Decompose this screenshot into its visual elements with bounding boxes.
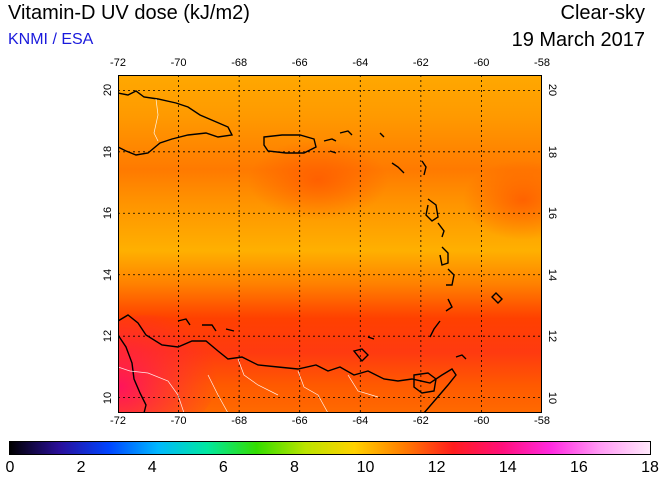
colorbar-tick-label: 12 bbox=[427, 459, 446, 476]
latitude-tick-label: 20 bbox=[546, 84, 558, 97]
longitude-tick-label: -62 bbox=[412, 415, 429, 427]
latitude-tick-label: 20 bbox=[102, 84, 114, 97]
colorbar-tick-label: 18 bbox=[641, 459, 659, 476]
longitude-tick-label: -62 bbox=[412, 57, 429, 69]
longitude-tick-label: -68 bbox=[231, 57, 248, 69]
colorbar-tick-label: 6 bbox=[218, 459, 228, 476]
abc-islands-outline bbox=[177, 318, 235, 332]
longitude-tick-label: -72 bbox=[110, 415, 126, 427]
latitude-tick-label: 12 bbox=[546, 330, 558, 343]
virgin-islands-outline bbox=[323, 130, 353, 154]
map-title: Vitamin-D UV dose (kJ/m2) bbox=[8, 2, 250, 24]
longitude-tick-label: -72 bbox=[110, 57, 126, 69]
latitude-tick-label: 14 bbox=[102, 268, 114, 281]
credit-label: KNMI / ESA bbox=[8, 31, 94, 48]
longitude-tick-label: -68 bbox=[231, 415, 248, 427]
colorbar-tick-label: 14 bbox=[498, 459, 517, 476]
sky-condition-label: Clear-sky bbox=[560, 2, 645, 24]
venezuela-states-borders bbox=[207, 358, 379, 413]
colorbar-tick-label: 2 bbox=[76, 459, 86, 476]
venezuela-colombia-border bbox=[118, 366, 185, 413]
latitude-tick-label: 16 bbox=[546, 207, 558, 220]
margarita-outline bbox=[352, 348, 369, 363]
uv-dose-map bbox=[118, 75, 542, 413]
longitude-tick-label: -58 bbox=[534, 57, 550, 69]
latitude-tick-label: 10 bbox=[102, 391, 114, 404]
date-label: 19 March 2017 bbox=[511, 29, 645, 51]
south-america-outline bbox=[118, 314, 457, 413]
colorbar-tick-label: 4 bbox=[147, 459, 157, 476]
hispaniola-outline bbox=[118, 90, 234, 156]
longitude-tick-label: -58 bbox=[534, 415, 550, 427]
longitude-tick-label: -66 bbox=[291, 57, 308, 69]
uv-dose-colorbar bbox=[9, 441, 651, 455]
latitude-tick-label: 16 bbox=[102, 207, 114, 220]
latitude-tick-label: 12 bbox=[102, 330, 114, 343]
coastline-outlines bbox=[118, 90, 503, 413]
longitude-tick-label: -70 bbox=[170, 415, 187, 427]
trinidad-outline bbox=[413, 372, 437, 394]
lesser-antilles-outline bbox=[379, 132, 503, 338]
colorbar-tick-label: 8 bbox=[289, 459, 299, 476]
latitude-tick-label: 18 bbox=[546, 145, 558, 158]
colorbar-tick-label: 10 bbox=[356, 459, 375, 476]
puerto-rico-outline bbox=[263, 134, 317, 154]
haiti-dominican-border bbox=[153, 98, 159, 142]
longitude-tick-label: -60 bbox=[473, 415, 490, 427]
colorbar-tick-label: 0 bbox=[5, 459, 15, 476]
latitude-tick-label: 10 bbox=[546, 391, 558, 404]
longitude-tick-label: -60 bbox=[473, 57, 490, 69]
longitude-tick-label: -66 bbox=[291, 415, 308, 427]
gulf-of-venezuela-outline bbox=[118, 334, 147, 413]
longitude-tick-label: -64 bbox=[352, 57, 369, 69]
eastern-islands-outline bbox=[367, 336, 467, 360]
lat-lon-grid bbox=[118, 75, 542, 413]
colorbar-tick-label: 16 bbox=[569, 459, 588, 476]
map-frame bbox=[118, 75, 542, 413]
latitude-tick-label: 18 bbox=[102, 145, 114, 158]
longitude-tick-label: -64 bbox=[352, 415, 369, 427]
political-borders bbox=[118, 98, 379, 413]
latitude-tick-label: 14 bbox=[546, 268, 558, 281]
longitude-tick-label: -70 bbox=[170, 57, 187, 69]
